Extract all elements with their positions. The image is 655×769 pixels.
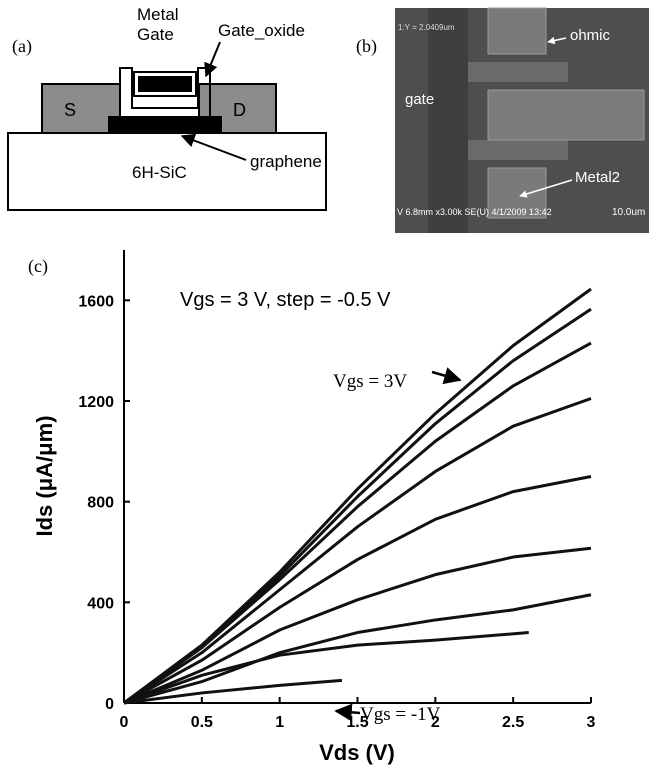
annotation: Vgs = 3 V, step = -0.5 V <box>180 289 391 311</box>
panel-label: (c) <box>28 256 48 277</box>
x-tick-label: 0 <box>120 714 129 731</box>
y-tick-label: 0 <box>105 696 114 713</box>
annotation: Vgs = 3V <box>333 371 407 392</box>
arrow <box>206 42 220 76</box>
y-tick-label: 400 <box>87 595 114 612</box>
figure: (a) Metal Gate Gate_oxide S D graphene 6… <box>0 0 655 769</box>
gate-finger <box>468 62 568 82</box>
sem-image: (b) 1:Y = 2.0409um ohmic gate Metal2 V 6… <box>356 8 649 233</box>
arrow <box>432 372 460 380</box>
label: Gate_oxide <box>218 21 305 40</box>
device-diagram: (a) Metal Gate Gate_oxide S D graphene 6… <box>8 5 326 210</box>
y-tick-label: 800 <box>87 495 114 512</box>
y-tick-label: 1600 <box>78 293 114 310</box>
arrow <box>336 711 360 713</box>
x-tick-label: 2 <box>431 714 440 731</box>
ohmic-pad <box>488 8 546 54</box>
curve <box>124 477 591 704</box>
curve <box>124 398 591 703</box>
x-tick-label: 1 <box>275 714 284 731</box>
curve <box>124 548 591 703</box>
x-tick-label: 3 <box>587 714 596 731</box>
metal-gate <box>138 76 192 92</box>
label: graphene <box>250 152 322 171</box>
panel-label: (b) <box>356 36 377 57</box>
panel-label: (a) <box>12 36 32 57</box>
ohmic-pad <box>488 90 644 140</box>
curve <box>124 343 591 703</box>
label: Metal <box>137 5 179 24</box>
label: S <box>64 100 76 120</box>
curve <box>124 595 591 703</box>
y-axis-label: Ids (μA/μm) <box>32 415 57 536</box>
annotation: Vgs = -1V <box>360 704 441 725</box>
graphene-layer <box>108 116 222 133</box>
label: D <box>233 100 246 120</box>
x-axis-label: Vds (V) <box>319 740 395 765</box>
x-tick-label: 2.5 <box>502 714 524 731</box>
gate-finger <box>468 140 568 160</box>
gate-electrode <box>428 8 468 233</box>
sem-text: 10.0um <box>612 207 645 218</box>
curve <box>124 633 529 703</box>
label: Metal2 <box>575 169 620 186</box>
label: Gate <box>137 25 174 44</box>
sem-text: V 6.8mm x3.00k SE(U) 4/1/2009 13:42 <box>397 207 552 217</box>
y-tick-label: 1200 <box>78 394 114 411</box>
chart: (c) Ids (μA/μm) Vds (V) Vgs = 3 V, step … <box>28 250 596 765</box>
x-tick-label: 0.5 <box>191 714 213 731</box>
x-tick-label: 1.5 <box>346 714 368 731</box>
label: gate <box>405 91 434 108</box>
label: ohmic <box>570 27 611 44</box>
label: 6H-SiC <box>132 163 187 182</box>
sem-text: 1:Y = 2.0409um <box>398 23 455 32</box>
